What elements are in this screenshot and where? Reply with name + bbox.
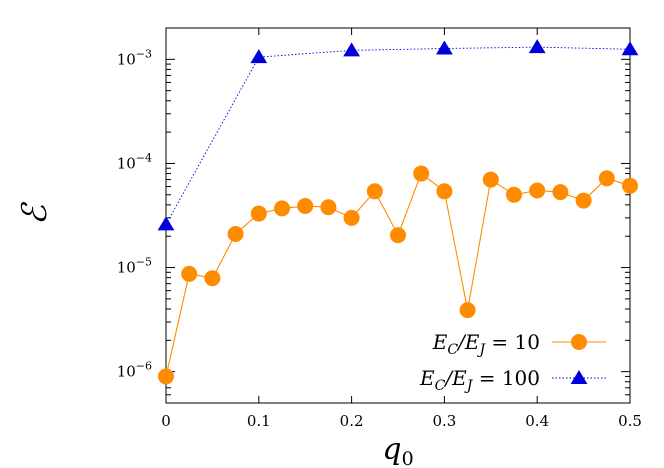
y-tick-base: 10 — [117, 154, 136, 172]
data-point — [528, 39, 546, 54]
y-tick-exponent: −3 — [136, 47, 152, 60]
y-tick-base: 10 — [117, 50, 136, 68]
legend-label-part: / — [456, 330, 467, 354]
legend-label: EC/EJ = 100 — [419, 366, 540, 394]
legend-marker — [571, 334, 587, 350]
data-point — [204, 270, 221, 287]
y-tick-label: 10−6 — [117, 360, 152, 381]
data-point — [320, 199, 337, 216]
data-point — [552, 184, 569, 201]
legend-entry-2: EC/EJ = 100 — [419, 366, 606, 394]
y-tick-label: 10−3 — [117, 47, 152, 68]
x-axis-label: q0 — [382, 432, 413, 468]
data-point — [157, 216, 175, 231]
x-tick-label: 0 — [161, 412, 171, 430]
x-tick-label: 0.3 — [432, 412, 456, 430]
axis-ticks: 0 0.1 0.2 0.3 0.4 0.510−610−510−410−3 — [117, 28, 642, 430]
data-point — [459, 302, 476, 319]
data-point — [158, 368, 174, 385]
legend-label: EC/EJ = 10 — [432, 330, 540, 358]
legend-label-part: E — [419, 366, 435, 390]
y-tick-label: 10−5 — [117, 256, 152, 277]
series-group — [157, 39, 639, 385]
y-tick-base: 10 — [117, 259, 136, 277]
series-1 — [158, 165, 638, 385]
legend-label-part: = 100 — [472, 366, 540, 390]
data-point — [343, 209, 360, 226]
data-point — [181, 265, 198, 282]
x-tick-label: 0.4 — [525, 412, 549, 430]
legend-entry-1: EC/EJ = 10 — [432, 330, 606, 358]
data-point — [598, 170, 615, 187]
data-point — [250, 49, 268, 64]
data-point — [250, 205, 267, 222]
data-point — [274, 200, 290, 217]
legend-label-part: J — [476, 342, 486, 358]
data-point — [506, 186, 522, 203]
data-point — [343, 42, 360, 57]
x-tick-label: 0.1 — [247, 412, 271, 430]
x-axis-label-main: q — [382, 432, 401, 467]
y-tick-exponent: −5 — [136, 256, 152, 269]
legend-label-part: C — [447, 342, 458, 358]
legend-label-part: E — [432, 330, 448, 354]
data-point — [622, 177, 638, 194]
data-point — [390, 227, 406, 244]
axis-labels: q0ℰ — [15, 201, 414, 468]
legend-label-part: = 10 — [485, 330, 540, 354]
data-point — [436, 40, 453, 55]
y-tick-base: 10 — [117, 363, 136, 381]
data-point — [529, 182, 546, 199]
x-tick-label: 0.2 — [340, 412, 364, 430]
legend-marker — [570, 370, 588, 384]
legend-label-part: E — [464, 330, 480, 354]
x-tick-label: 0.5 — [618, 412, 642, 430]
data-point — [297, 198, 314, 215]
legend-label-part: J — [464, 378, 474, 394]
legend-label-part: E — [451, 366, 467, 390]
y-axis-label: ℰ — [15, 201, 55, 225]
data-point — [482, 171, 499, 188]
x-axis-label-sub: 0 — [402, 448, 414, 468]
data-point — [227, 226, 244, 243]
data-point — [436, 183, 453, 200]
data-point — [413, 165, 430, 182]
y-tick-label: 10−4 — [117, 151, 152, 172]
data-point — [621, 41, 639, 56]
legend-label-part: / — [443, 366, 454, 390]
plot-border — [165, 27, 631, 404]
legend-label-part: C — [435, 378, 446, 394]
series-2 — [157, 39, 639, 231]
data-point — [366, 183, 383, 200]
y-tick-exponent: −4 — [136, 151, 152, 164]
y-tick-exponent: −6 — [136, 360, 152, 373]
plot-frame — [165, 27, 631, 404]
data-point — [575, 192, 592, 209]
